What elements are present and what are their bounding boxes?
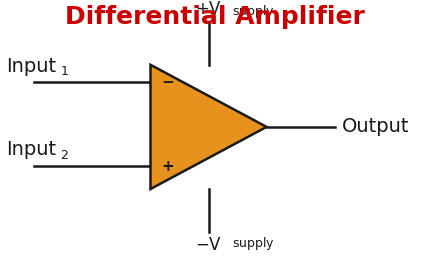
Text: $\mathregular{supply}$: $\mathregular{supply}$ — [232, 235, 275, 252]
Text: 2: 2 — [60, 149, 68, 162]
Text: Input: Input — [6, 57, 57, 76]
Text: Output: Output — [342, 117, 409, 136]
Text: Input: Input — [6, 140, 57, 159]
Text: +: + — [161, 158, 174, 174]
Text: −: − — [161, 75, 174, 90]
Text: $\mathregular{-V}$: $\mathregular{-V}$ — [195, 236, 222, 254]
Text: 1: 1 — [60, 65, 68, 78]
Text: Differential Amplifier: Differential Amplifier — [65, 5, 365, 29]
Text: $\mathregular{+V}$: $\mathregular{+V}$ — [195, 0, 222, 18]
Text: $\mathregular{supply}$: $\mathregular{supply}$ — [232, 3, 275, 20]
Polygon shape — [150, 65, 267, 189]
